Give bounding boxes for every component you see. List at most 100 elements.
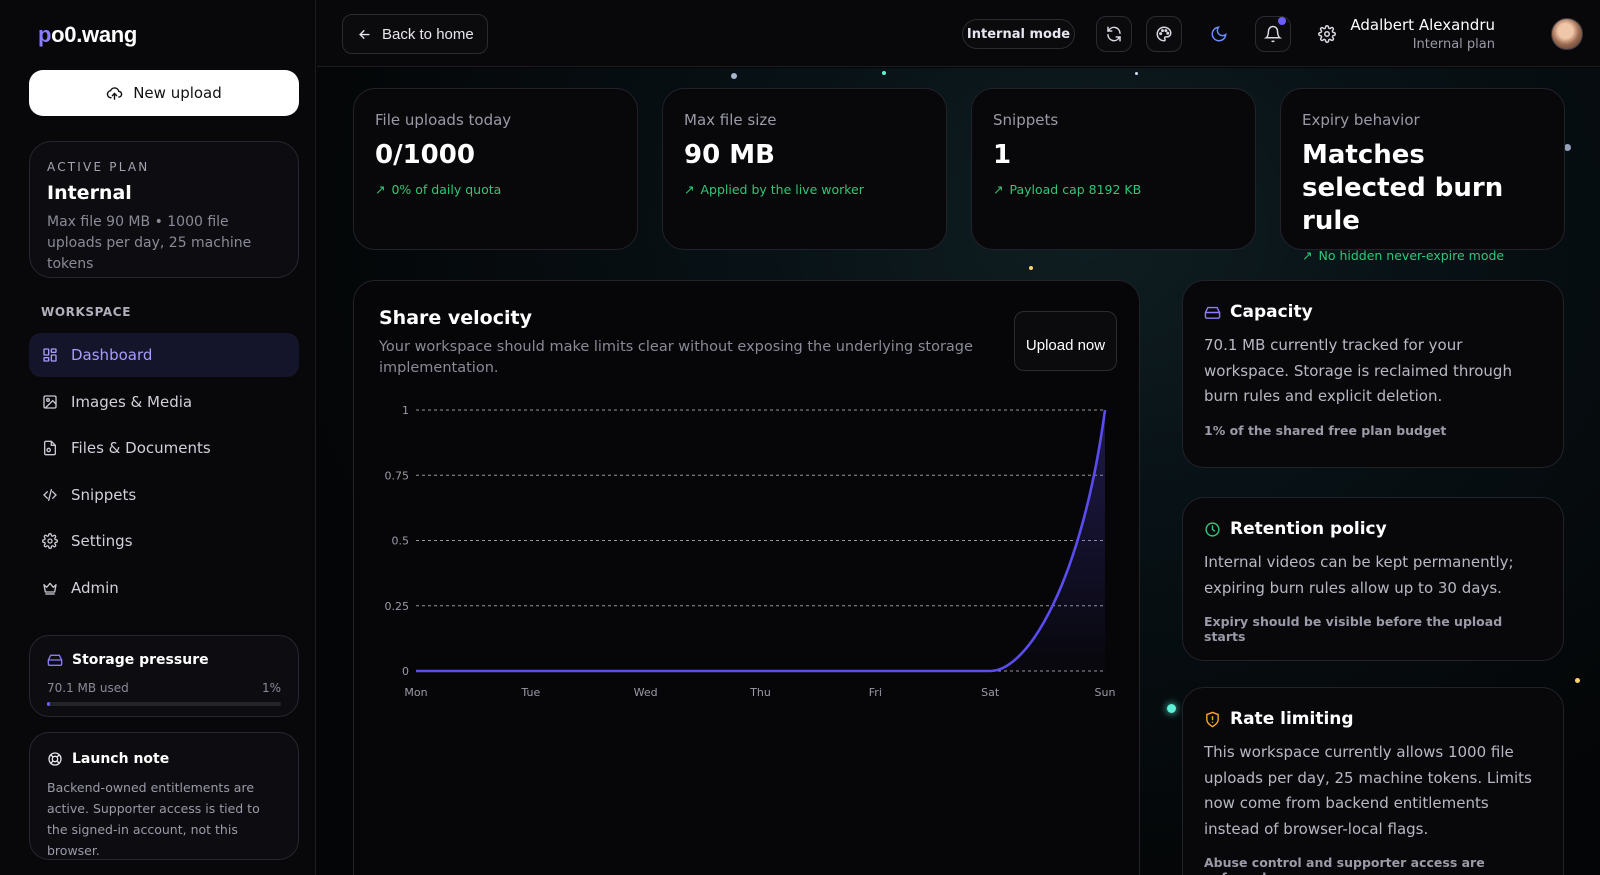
sidebar-item-admin[interactable]: Admin [29, 566, 299, 610]
stat-note: ↗ Payload cap 8192 KB [993, 182, 1234, 197]
mode-badge: Internal mode [962, 19, 1075, 49]
stat-label: File uploads today [375, 111, 512, 129]
sidebar-item-label: Files & Documents [71, 439, 211, 458]
avatar[interactable] [1551, 18, 1583, 50]
retention-title: Retention policy [1204, 519, 1542, 539]
launch-note-card: Launch note Backend-owned entitlements a… [29, 732, 299, 860]
storage-progress-bar [47, 702, 281, 706]
main-content: File uploads today 0/1000 ↗ 0% of daily q… [317, 68, 1600, 875]
new-upload-button[interactable]: New upload [29, 70, 299, 116]
stat-value: Matches selected burn rule [1302, 140, 1504, 236]
moon-icon [1211, 26, 1227, 42]
refresh-button[interactable] [1096, 16, 1132, 52]
upload-now-button[interactable]: Upload now [1014, 311, 1117, 371]
app-logo[interactable]: po0.wang [38, 22, 137, 48]
capacity-title-label: Capacity [1230, 302, 1313, 322]
new-upload-label: New upload [133, 84, 222, 102]
palette-icon [1156, 26, 1172, 42]
stat-note: ↗ No hidden never-expire mode [1302, 248, 1543, 263]
x-tick-label: Mon [404, 686, 427, 699]
capacity-title: Capacity [1204, 302, 1542, 322]
dark-mode-toggle[interactable] [1201, 16, 1237, 52]
series-line [416, 409, 1107, 673]
launch-text: Backend-owned entitlements are active. S… [47, 780, 260, 858]
sidebar-item-label: Images & Media [71, 392, 193, 411]
clock-icon [1205, 521, 1220, 537]
stat-card-snippets: Snippets 1 ↗ Payload cap 8192 KB [971, 88, 1256, 250]
rate-limiting-card: Rate limiting This workspace currently a… [1182, 687, 1564, 875]
stat-note-text: No hidden never-expire mode [1318, 248, 1505, 263]
plan-name: Internal [47, 182, 132, 204]
logo-prefix: p [38, 22, 52, 47]
stat-card-expiry: Expiry behavior Matches selected burn ru… [1280, 88, 1565, 263]
gear-icon [42, 533, 58, 550]
sidebar-item-files-documents[interactable]: Files & Documents [29, 426, 299, 470]
sidebar-item-dashboard[interactable]: Dashboard [29, 333, 299, 377]
storage-used: 70.1 MB used [47, 681, 129, 695]
series-area [416, 410, 1105, 671]
rate-limiting-title-label: Rate limiting [1230, 709, 1354, 729]
drive-icon [1204, 306, 1221, 319]
star-decoration [1575, 678, 1580, 683]
storage-progress-fill [47, 702, 50, 706]
trend-up-icon: ↗ [993, 182, 1004, 197]
user-name[interactable]: Adalbert Alexandru [1350, 16, 1495, 34]
y-tick-label: 0.75 [385, 469, 410, 482]
notification-dot [1278, 17, 1286, 25]
x-tick-label: Fri [869, 686, 882, 699]
star-decoration [1135, 72, 1138, 75]
sidebar: po0.wang New upload ACTIVE PLAN Internal… [0, 0, 316, 875]
star-decoration [882, 71, 886, 75]
stat-label: Snippets [993, 111, 1059, 129]
storage-title: Storage pressure [47, 652, 281, 668]
x-tick-label: Wed [634, 686, 658, 699]
share-velocity-card: Share velocity Your workspace should mak… [353, 280, 1140, 875]
stat-value: 1 [993, 140, 1012, 170]
retention-policy-card: Retention policy Internal videos can be … [1182, 497, 1564, 661]
y-tick-label: 0.5 [392, 535, 410, 548]
rate-limiting-title: Rate limiting [1204, 709, 1542, 729]
file-icon [44, 440, 56, 456]
sidebar-item-label: Snippets [71, 485, 137, 504]
image-icon [43, 394, 57, 409]
user-plan: Internal plan [1412, 37, 1495, 52]
sidebar-item-label: Admin [71, 578, 119, 597]
arrow-left-icon [359, 29, 370, 39]
stat-card-uploads: File uploads today 0/1000 ↗ 0% of daily q… [353, 88, 638, 250]
lifebuoy-icon [48, 752, 62, 766]
sidebar-nav: Dashboard Images & Media Files & Documen… [29, 333, 299, 613]
crown-icon [43, 582, 57, 595]
launch-title-label: Launch note [72, 751, 170, 767]
x-tick-label: Tue [520, 686, 540, 699]
notifications-button[interactable] [1255, 16, 1291, 52]
bell-icon [1264, 25, 1282, 43]
stat-note-text: Payload cap 8192 KB [1009, 182, 1142, 197]
stat-note-text: Applied by the live worker [700, 182, 864, 197]
rate-limiting-foot: Abuse control and supporter access are e… [1204, 855, 1485, 875]
stat-label: Expiry behavior [1302, 111, 1420, 129]
stat-card-max-file-size: Max file size 90 MB ↗ Applied by the live… [662, 88, 947, 250]
chart-title: Share velocity [379, 307, 532, 329]
stat-label: Max file size [684, 111, 777, 129]
sidebar-item-settings[interactable]: Settings [29, 519, 299, 563]
retention-foot: Expiry should be visible before the uplo… [1204, 614, 1503, 644]
y-tick-label: 0.25 [385, 600, 410, 613]
x-tick-label: Sun [1095, 686, 1116, 699]
back-label: Back to home [382, 25, 474, 43]
dashboard-icon [43, 348, 57, 362]
refresh-icon [1107, 26, 1121, 42]
back-to-home-button[interactable]: Back to home [342, 14, 488, 54]
gear-icon [1318, 25, 1336, 43]
retention-title-label: Retention policy [1230, 519, 1387, 539]
storage-percent: 1% [261, 681, 281, 695]
chart-subtitle: Your workspace should make limits clear … [379, 339, 973, 376]
sidebar-item-images-media[interactable]: Images & Media [29, 380, 299, 424]
settings-button[interactable] [1309, 16, 1345, 52]
sidebar-item-snippets[interactable]: Snippets [29, 473, 299, 517]
star-decoration [1564, 144, 1571, 151]
y-tick-label: 1 [402, 404, 409, 417]
theme-palette-button[interactable] [1146, 16, 1182, 52]
stat-note-text: 0% of daily quota [391, 182, 502, 197]
logo-text: o0.wang [51, 22, 138, 47]
rate-limiting-text: This workspace currently allows 1000 fil… [1204, 743, 1532, 838]
